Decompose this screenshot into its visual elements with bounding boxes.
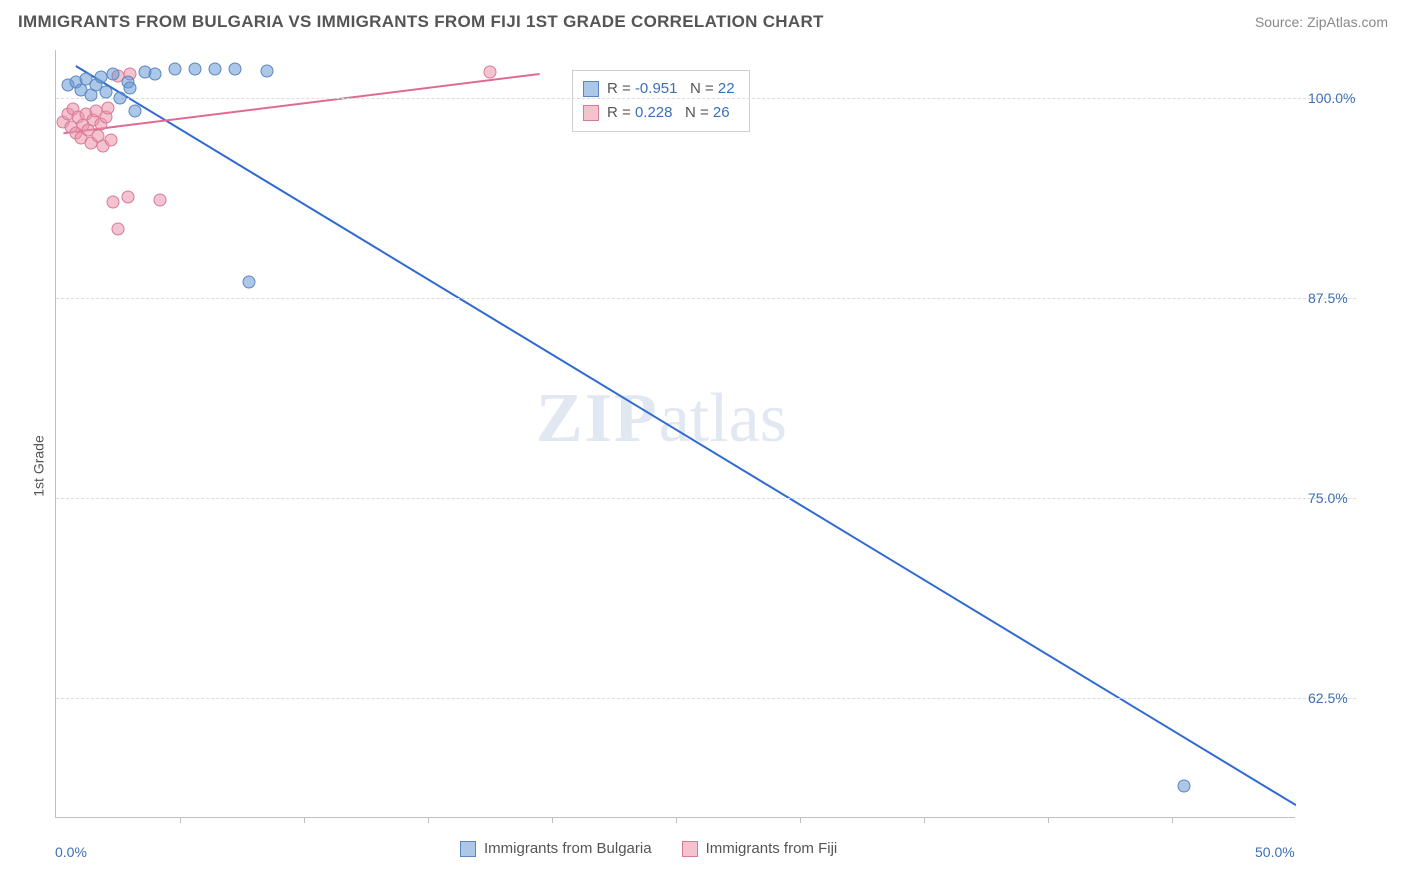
data-point [149, 68, 162, 81]
data-point [1178, 780, 1191, 793]
x-tick [924, 817, 925, 823]
data-point [260, 64, 273, 77]
x-tick [676, 817, 677, 823]
watermark: ZIPatlas [536, 379, 787, 459]
y-tick-label: 75.0% [1308, 490, 1348, 506]
x-tick [552, 817, 553, 823]
data-point [208, 63, 221, 76]
legend-swatch [583, 81, 599, 97]
data-point [104, 133, 117, 146]
data-point [112, 223, 125, 236]
x-tick [1172, 817, 1173, 823]
data-point [169, 63, 182, 76]
data-point [121, 191, 134, 204]
legend-item: Immigrants from Bulgaria [460, 840, 652, 857]
y-tick-label: 87.5% [1308, 290, 1348, 306]
trend-line [76, 66, 1296, 805]
legend-swatch [460, 841, 476, 857]
legend-swatch [682, 841, 698, 857]
data-point [94, 71, 107, 84]
correlation-legend: R = -0.951 N = 22R = 0.228 N = 26 [572, 70, 750, 132]
x-axis-max-label: 50.0% [1255, 844, 1295, 860]
gridline [56, 298, 1356, 299]
legend-label: Immigrants from Fiji [706, 840, 838, 857]
trend-lines [56, 50, 1296, 818]
data-point [114, 92, 127, 105]
legend-text: R = 0.228 N = 26 [607, 101, 730, 125]
data-point [124, 82, 137, 95]
chart-title: IMMIGRANTS FROM BULGARIA VS IMMIGRANTS F… [18, 12, 824, 32]
chart-container: 1st Grade ZIPatlas R = -0.951 N = 22R = … [0, 40, 1406, 892]
watermark-zip: ZIP [536, 380, 659, 457]
watermark-atlas: atlas [659, 380, 787, 457]
plot-area: ZIPatlas R = -0.951 N = 22R = 0.228 N = … [55, 50, 1295, 818]
x-tick [1048, 817, 1049, 823]
legend-label: Immigrants from Bulgaria [484, 840, 652, 857]
data-point [484, 66, 497, 79]
data-point [102, 101, 115, 114]
x-tick [428, 817, 429, 823]
data-point [129, 104, 142, 117]
legend-swatch [583, 105, 599, 121]
data-point [154, 194, 167, 207]
data-point [243, 276, 256, 289]
legend-row: R = 0.228 N = 26 [583, 101, 735, 125]
data-point [99, 85, 112, 98]
gridline [56, 698, 1356, 699]
gridline [56, 498, 1356, 499]
source-label: Source: ZipAtlas.com [1255, 14, 1388, 30]
x-tick [800, 817, 801, 823]
legend-item: Immigrants from Fiji [682, 840, 838, 857]
gridline [56, 98, 1356, 99]
data-point [107, 68, 120, 81]
y-tick-label: 100.0% [1308, 90, 1355, 106]
data-point [107, 196, 120, 209]
x-tick [180, 817, 181, 823]
x-tick [304, 817, 305, 823]
data-point [188, 63, 201, 76]
series-legend: Immigrants from Bulgaria Immigrants from … [460, 840, 837, 857]
x-axis-min-label: 0.0% [55, 844, 87, 860]
y-tick-label: 62.5% [1308, 690, 1348, 706]
data-point [228, 63, 241, 76]
y-axis-label: 1st Grade [31, 435, 47, 496]
